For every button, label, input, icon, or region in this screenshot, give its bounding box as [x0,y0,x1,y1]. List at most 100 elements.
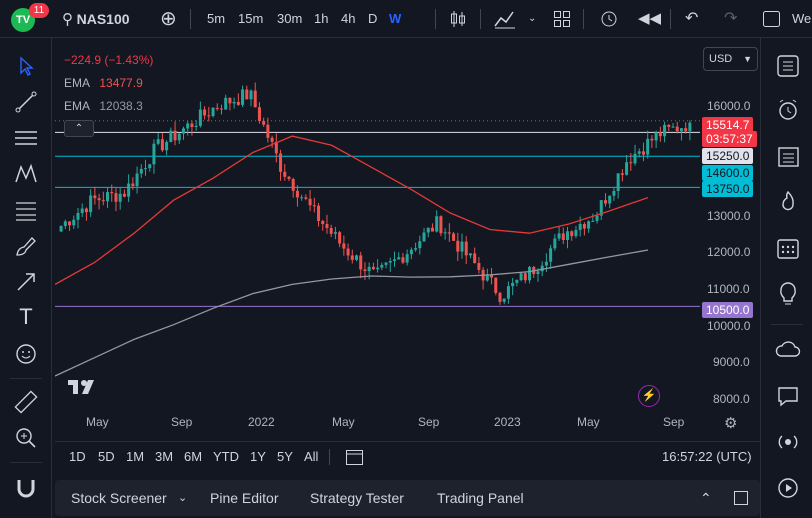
timeframe-w[interactable]: W [389,11,402,26]
price-chart[interactable] [55,40,755,437]
layout-grid-icon[interactable] [553,0,571,38]
calendar-icon[interactable] [774,234,802,262]
broadcast-icon[interactable] [774,428,802,456]
time-tick: May [577,415,600,429]
range-all[interactable]: All [304,449,319,464]
time-tick: 2023 [494,415,521,429]
candle-body [549,248,553,262]
tab-pine-editor[interactable]: Pine Editor [210,490,279,506]
fullscreen-icon[interactable] [761,0,783,38]
clock-timezone[interactable]: 16:57:22 (UTC) [662,449,752,464]
alarm-clock-icon[interactable] [774,96,802,124]
right-sidebar [760,38,812,518]
ema-fast-legend[interactable]: EMA 13477.9 [64,76,143,90]
candle-body [384,262,388,265]
trend-line-icon[interactable] [12,88,40,116]
chevron-down-icon[interactable]: ⌄ [178,492,188,504]
range-3m[interactable]: 3M [155,449,174,464]
timeframe-1h[interactable]: 1h [314,11,329,26]
hotlist-flame-icon[interactable] [774,188,802,216]
pattern-icon[interactable] [12,160,40,188]
chevron-down-icon[interactable]: ⌄ [528,13,537,24]
candle-body [97,198,101,201]
candle-body [456,240,460,252]
magnet-icon[interactable] [12,474,40,502]
candle-body [477,263,481,270]
emoji-icon[interactable] [12,340,40,368]
range-1m[interactable]: 1M [126,449,145,464]
candle-body [650,138,654,141]
tradingview-watermark[interactable] [68,377,102,397]
compare-add-icon[interactable]: ⊕ [160,8,177,30]
maximize-panel-icon[interactable] [732,480,750,516]
candle-body [173,130,177,141]
time-tick: Sep [663,415,685,429]
candles-icon[interactable] [449,0,467,38]
range-ytd[interactable]: YTD [213,449,239,464]
redo-icon[interactable]: ↷ [724,10,738,27]
play-circle-icon[interactable] [774,474,802,502]
price-tick: 8000.0 [713,392,750,406]
candle-body [312,205,316,207]
chat-icon[interactable] [774,382,802,410]
candle-body [249,90,253,100]
collapse-legend-button[interactable]: ⌃ [64,120,94,137]
ema-slow-legend[interactable]: EMA 12038.3 [64,99,143,113]
replay-icon[interactable]: ◀◀ [638,10,662,27]
level-tag-15250: 15250.0 [702,148,754,164]
candle-body [625,162,629,175]
level-tag-13750: 13750.0 [702,181,754,197]
watchlist-icon[interactable] [774,52,802,80]
tab-stock-screener[interactable]: Stock Screener [71,490,167,506]
time-tick: 2022 [248,415,275,429]
chevron-up-icon[interactable]: ⌃ [700,490,712,506]
ruler-icon[interactable] [12,388,40,416]
tab-trading-panel[interactable]: Trading Panel [437,490,524,506]
data-window-icon[interactable] [774,142,802,170]
timeframe-d[interactable]: D [368,11,378,26]
range-6m[interactable]: 6M [184,449,203,464]
candle-body [253,90,257,108]
range-1d[interactable]: 1D [69,449,86,464]
ema-fast-line [55,135,649,285]
text-tool-icon[interactable]: T [19,304,33,329]
cursor-icon[interactable] [12,52,40,80]
symbol-search[interactable]: ⚲ NAS100 [62,0,130,38]
chart-canvas[interactable] [55,40,755,437]
alert-clock-icon[interactable] [598,0,620,38]
currency-selector[interactable]: USD ▼ [703,47,758,71]
indicators-icon[interactable] [493,0,517,38]
candle-body [325,224,329,228]
streams-cloud-icon[interactable] [774,336,802,364]
measure-arrow-icon[interactable] [12,268,40,296]
timeframe-15m[interactable]: 15m [238,11,264,26]
range-5d[interactable]: 5D [98,449,115,464]
horizontal-lines-icon[interactable] [12,124,40,152]
tab-strategy-tester[interactable]: Strategy Tester [310,490,404,506]
candle-body [359,255,363,270]
goto-date-icon[interactable] [344,442,366,472]
publish-button-cut[interactable]: We [792,11,812,26]
settings-gear-icon[interactable]: ⚙ [724,415,738,432]
candle-body [591,220,595,222]
candle-body [135,173,139,187]
range-5y[interactable]: 5Y [277,449,293,464]
candle-body [603,200,607,204]
candle-body [228,97,232,104]
flash-icon[interactable]: ⚡ [638,385,660,407]
ideas-lightbulb-icon[interactable] [774,280,802,308]
zoom-in-icon[interactable] [12,424,40,452]
candle-body [110,192,114,194]
timeframe-30m[interactable]: 30m [277,11,303,26]
timeframe-5m[interactable]: 5m [207,11,226,26]
brush-icon[interactable] [12,232,40,260]
candle-body [287,176,291,179]
timeframe-4h[interactable]: 4h [341,11,356,26]
candle-body [333,232,337,234]
undo-icon[interactable]: ↶ [685,10,699,27]
fib-icon[interactable] [12,196,40,224]
range-1y[interactable]: 1Y [250,449,266,464]
candle-body [270,137,274,142]
candle-body [211,107,215,117]
candle-body [165,142,169,151]
